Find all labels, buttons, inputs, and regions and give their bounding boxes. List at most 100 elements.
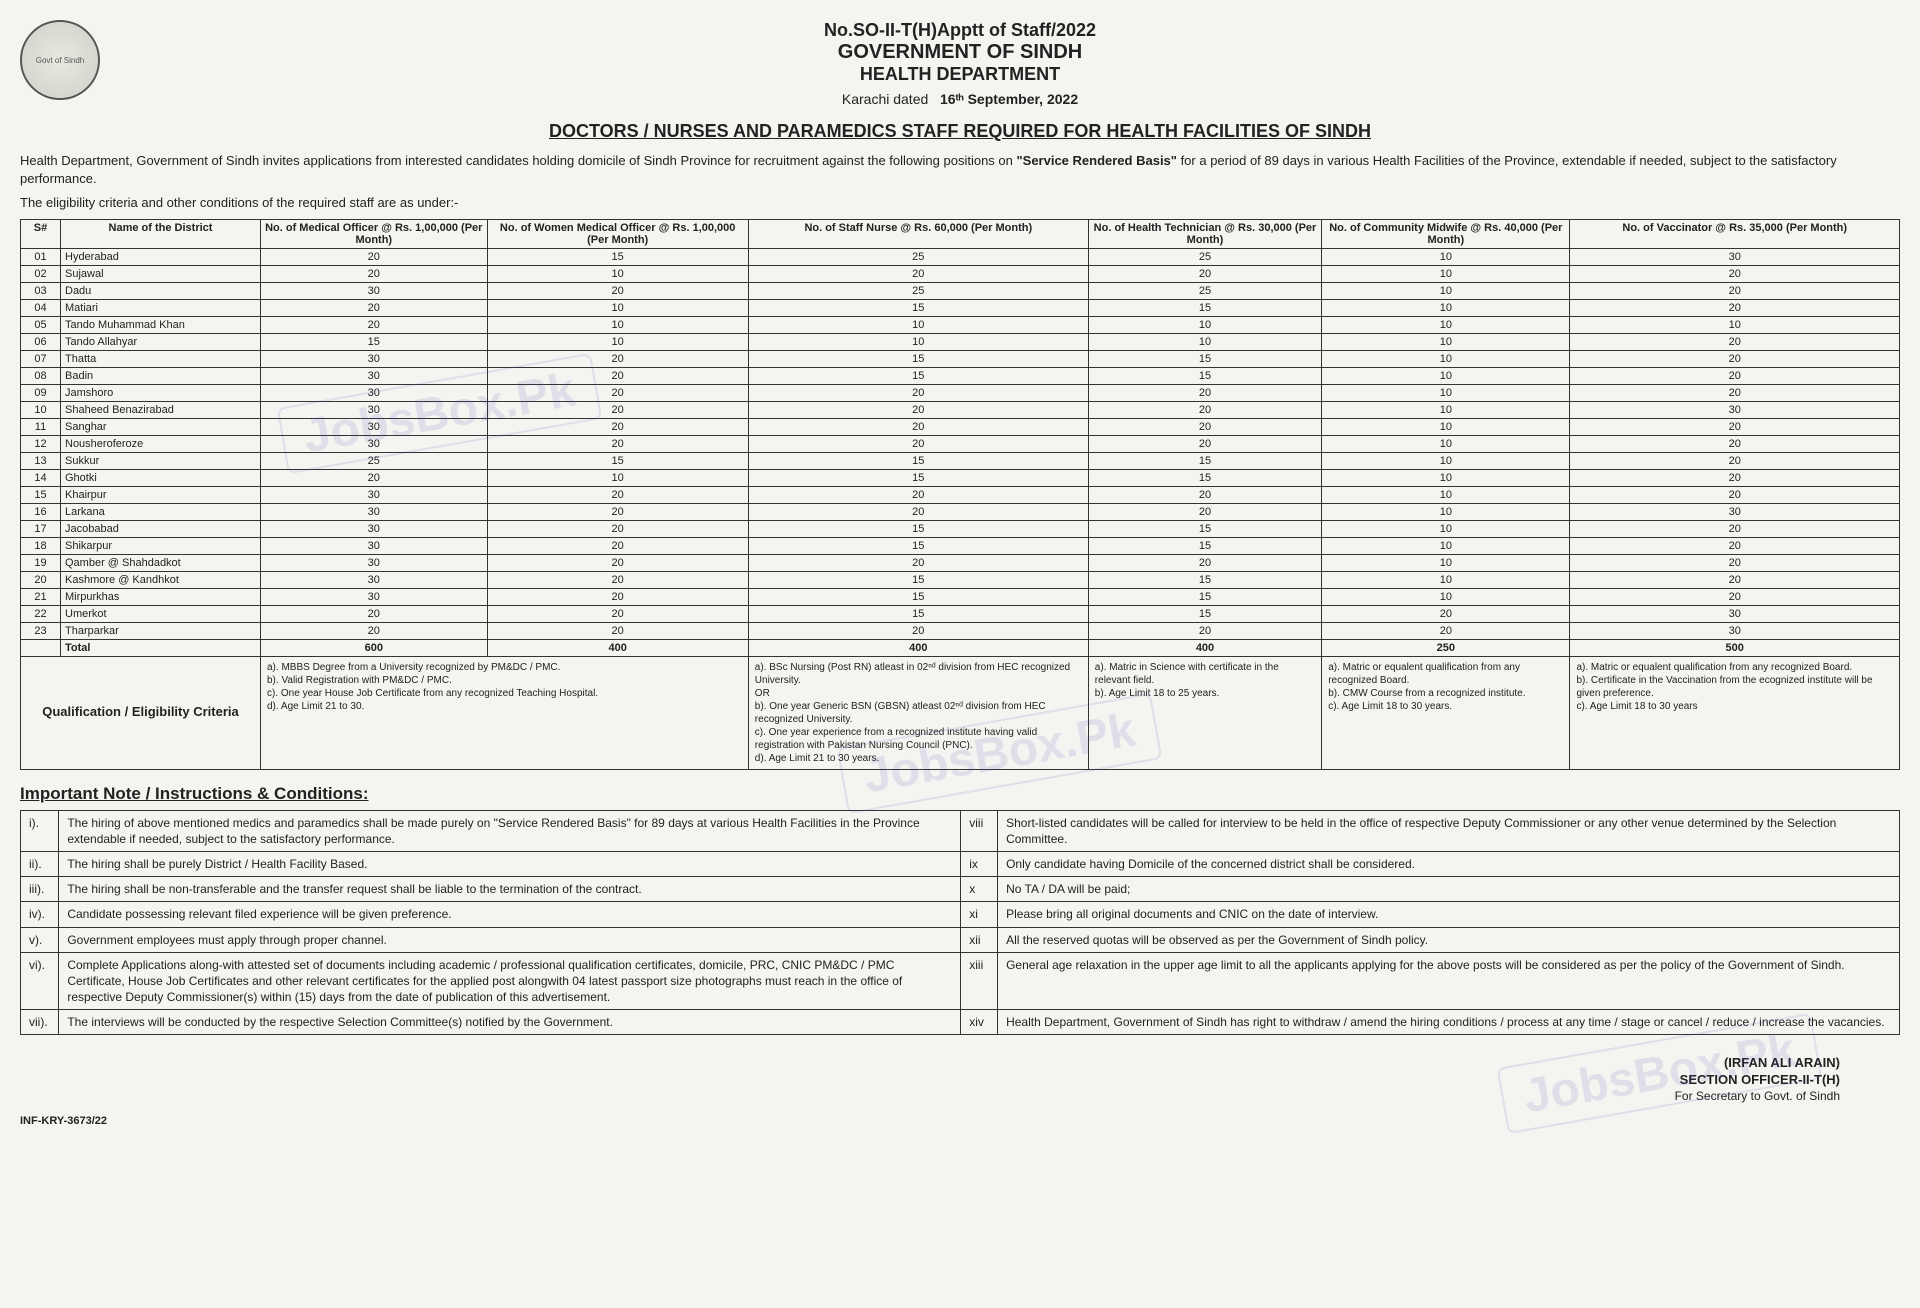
notes-row: ii).The hiring shall be purely District … — [21, 851, 1900, 876]
cell-mid: 10 — [1322, 282, 1570, 299]
dated-line: Karachi dated 16ᵗʰ September, 2022 — [100, 91, 1820, 107]
notes-row: vi).Complete Applications along-with att… — [21, 952, 1900, 1010]
cell-district: Tando Muhammad Khan — [61, 316, 261, 333]
table-row: 04Matiari201015151020 — [21, 299, 1900, 316]
note-text: Short-listed candidates will be called f… — [998, 810, 1900, 851]
cell-sno: 20 — [21, 571, 61, 588]
cell-vac: 20 — [1570, 265, 1900, 282]
col-district: Name of the District — [61, 219, 261, 248]
cell-mo: 30 — [261, 486, 488, 503]
note-text: The hiring shall be non-transferable and… — [59, 877, 961, 902]
cell-district: Mirpurkhas — [61, 588, 261, 605]
cell-vac: 20 — [1570, 367, 1900, 384]
note-number: xi — [961, 902, 998, 927]
table-header-row: S# Name of the District No. of Medical O… — [21, 219, 1900, 248]
cell-wmo: 20 — [487, 503, 748, 520]
cell-district: Shikarpur — [61, 537, 261, 554]
qual-tech: a). Matric in Science with certificate i… — [1088, 656, 1321, 769]
cell-district: Tharparkar — [61, 622, 261, 639]
cell-nurse: 15 — [748, 520, 1088, 537]
col-vacc: No. of Vaccinator @ Rs. 35,000 (Per Mont… — [1570, 219, 1900, 248]
qual-label: Qualification / Eligibility Criteria — [21, 656, 261, 769]
cell-district: Shaheed Benazirabad — [61, 401, 261, 418]
cell-vac: 20 — [1570, 588, 1900, 605]
note-text: Health Department, Government of Sindh h… — [998, 1010, 1900, 1035]
cell-mo: 30 — [261, 588, 488, 605]
notes-row: vii).The interviews will be conducted by… — [21, 1010, 1900, 1035]
cell-wmo: 20 — [487, 571, 748, 588]
cell-mid: 10 — [1322, 520, 1570, 537]
cell-sno: 14 — [21, 469, 61, 486]
qual-mid: a). Matric or equalent qualification fro… — [1322, 656, 1570, 769]
cell-vac: 20 — [1570, 299, 1900, 316]
notes-table: i).The hiring of above mentioned medics … — [20, 810, 1900, 1036]
cell-wmo: 10 — [487, 333, 748, 350]
signature-block: (IRFAN ALI ARAIN) SECTION OFFICER-II-T(H… — [20, 1055, 1900, 1104]
cell-mid: 10 — [1322, 571, 1570, 588]
cell-tech: 15 — [1088, 452, 1321, 469]
table-row: 10Shaheed Benazirabad302020201030 — [21, 401, 1900, 418]
cell-vac: 20 — [1570, 452, 1900, 469]
intro-paragraph-2: The eligibility criteria and other condi… — [20, 194, 1900, 212]
cell-nurse: 15 — [748, 452, 1088, 469]
note-text: Complete Applications along-with atteste… — [59, 952, 961, 1010]
cell-mid: 10 — [1322, 486, 1570, 503]
cell-sno: 01 — [21, 248, 61, 265]
cell-sno: 23 — [21, 622, 61, 639]
cell-mo: 20 — [261, 265, 488, 282]
cell-nurse: 15 — [748, 571, 1088, 588]
cell-sno: 10 — [21, 401, 61, 418]
note-number: ii). — [21, 851, 59, 876]
cell-sno: 03 — [21, 282, 61, 299]
table-row: 02Sujawal201020201020 — [21, 265, 1900, 282]
cell-mo: 30 — [261, 520, 488, 537]
cell-district: Dadu — [61, 282, 261, 299]
header: Govt of Sindh No.SO-II-T(H)Apptt of Staf… — [20, 20, 1900, 107]
cell-mo: 30 — [261, 503, 488, 520]
cell-nurse: 20 — [748, 554, 1088, 571]
cell-sno: 07 — [21, 350, 61, 367]
cell-mid: 20 — [1322, 605, 1570, 622]
notes-row: iv).Candidate possessing relevant filed … — [21, 902, 1900, 927]
note-number: vi). — [21, 952, 59, 1010]
cell-tech: 15 — [1088, 537, 1321, 554]
note-text: The interviews will be conducted by the … — [59, 1010, 961, 1035]
cell-vac: 30 — [1570, 605, 1900, 622]
note-text: General age relaxation in the upper age … — [998, 952, 1900, 1010]
table-row: 03Dadu302025251020 — [21, 282, 1900, 299]
cell-mo: 20 — [261, 299, 488, 316]
table-row: 19Qamber @ Shahdadkot302020201020 — [21, 554, 1900, 571]
intro-paragraph-1: Health Department, Government of Sindh i… — [20, 152, 1900, 188]
note-text: The hiring of above mentioned medics and… — [59, 810, 961, 851]
signature-name: (IRFAN ALI ARAIN) — [20, 1055, 1840, 1072]
total-vac: 500 — [1570, 639, 1900, 656]
cell-sno: 17 — [21, 520, 61, 537]
note-number: vii). — [21, 1010, 59, 1035]
total-label: Total — [61, 639, 261, 656]
intro-bold: "Service Rendered Basis" — [1016, 153, 1176, 168]
cell-mid: 10 — [1322, 367, 1570, 384]
cell-sno: 02 — [21, 265, 61, 282]
table-row: 13Sukkur251515151020 — [21, 452, 1900, 469]
table-row: 15Khairpur302020201020 — [21, 486, 1900, 503]
cell-nurse: 20 — [748, 384, 1088, 401]
cell-sno: 19 — [21, 554, 61, 571]
note-number: v). — [21, 927, 59, 952]
cell-district: Hyderabad — [61, 248, 261, 265]
total-mo: 600 — [261, 639, 488, 656]
cell-mid: 20 — [1322, 622, 1570, 639]
cell-sno: 08 — [21, 367, 61, 384]
total-mid: 250 — [1322, 639, 1570, 656]
cell-mid: 10 — [1322, 554, 1570, 571]
cell-mo: 30 — [261, 435, 488, 452]
cell-mo: 30 — [261, 384, 488, 401]
col-mo: No. of Medical Officer @ Rs. 1,00,000 (P… — [261, 219, 488, 248]
page-container: JobsBox.Pk JobsBox.Pk JobsBox.Pk Govt of… — [20, 20, 1900, 1127]
table-row: 06Tando Allahyar151010101020 — [21, 333, 1900, 350]
cell-vac: 20 — [1570, 333, 1900, 350]
cell-mo: 30 — [261, 537, 488, 554]
cell-mo: 20 — [261, 622, 488, 639]
cell-wmo: 20 — [487, 588, 748, 605]
cell-tech: 15 — [1088, 605, 1321, 622]
note-number: xii — [961, 927, 998, 952]
